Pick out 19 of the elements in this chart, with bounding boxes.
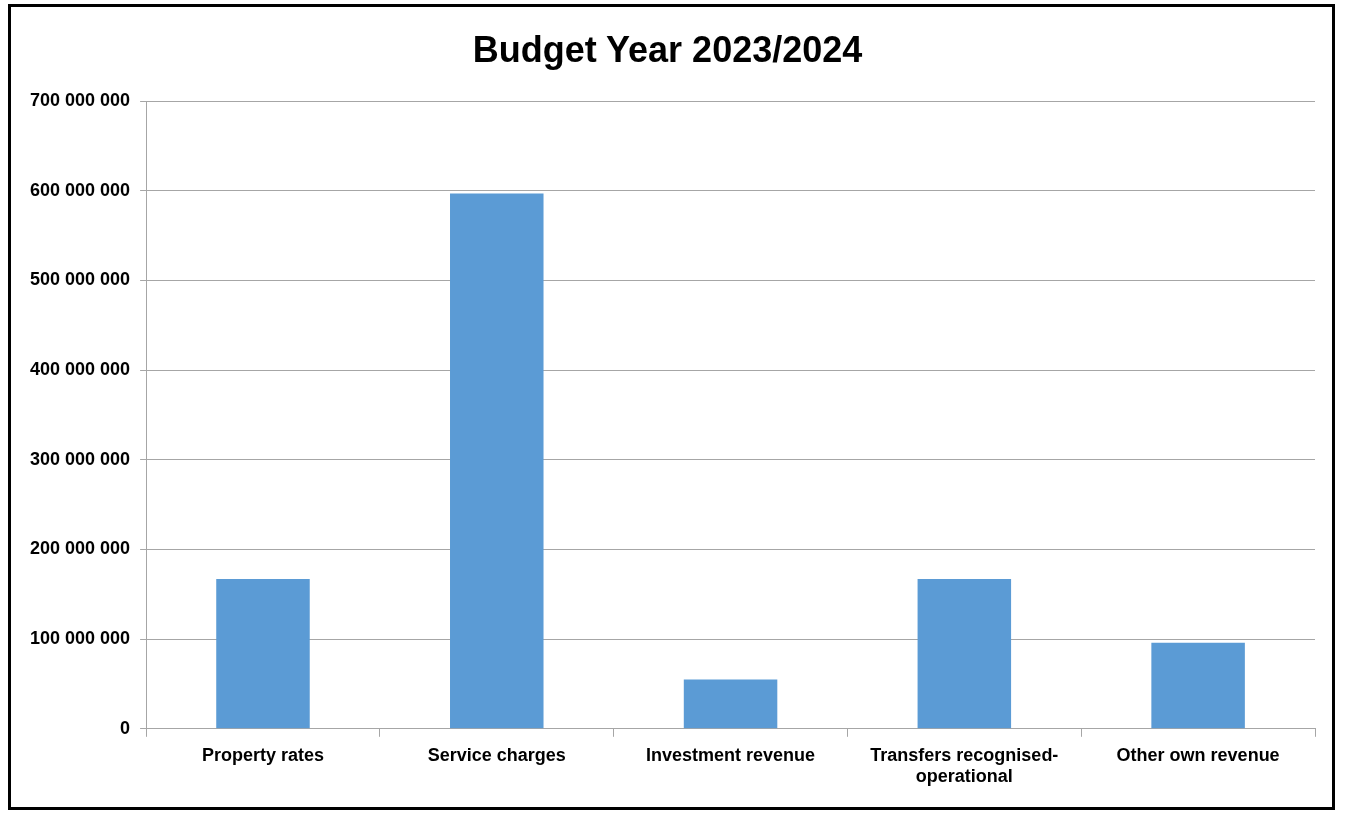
x-tick-label: Service charges bbox=[427, 744, 566, 765]
x-tick-label: Property rates bbox=[201, 744, 325, 765]
y-tick-label: 500 000 000 bbox=[29, 269, 131, 290]
y-tick-label: 700 000 000 bbox=[29, 90, 131, 111]
y-tick-label: 0 bbox=[120, 717, 131, 738]
x-tick-label: Other own revenue bbox=[1116, 744, 1280, 765]
bar bbox=[216, 579, 310, 729]
bar bbox=[683, 679, 778, 729]
y-tick-label: 200 000 000 bbox=[29, 538, 131, 559]
x-tick-label: Transfers recognised-operational bbox=[870, 744, 1059, 787]
x-tick-label: Investment revenue bbox=[646, 744, 816, 765]
y-tick-label: 300 000 000 bbox=[29, 448, 131, 469]
bar bbox=[450, 193, 544, 729]
bar bbox=[917, 579, 1012, 729]
y-tick-label: 100 000 000 bbox=[29, 628, 131, 649]
y-tick-label: 400 000 000 bbox=[29, 359, 131, 380]
y-tick-label: 600 000 000 bbox=[29, 179, 131, 200]
bar bbox=[1151, 642, 1245, 729]
chart-title: Budget Year 2023/2024 bbox=[472, 28, 863, 70]
